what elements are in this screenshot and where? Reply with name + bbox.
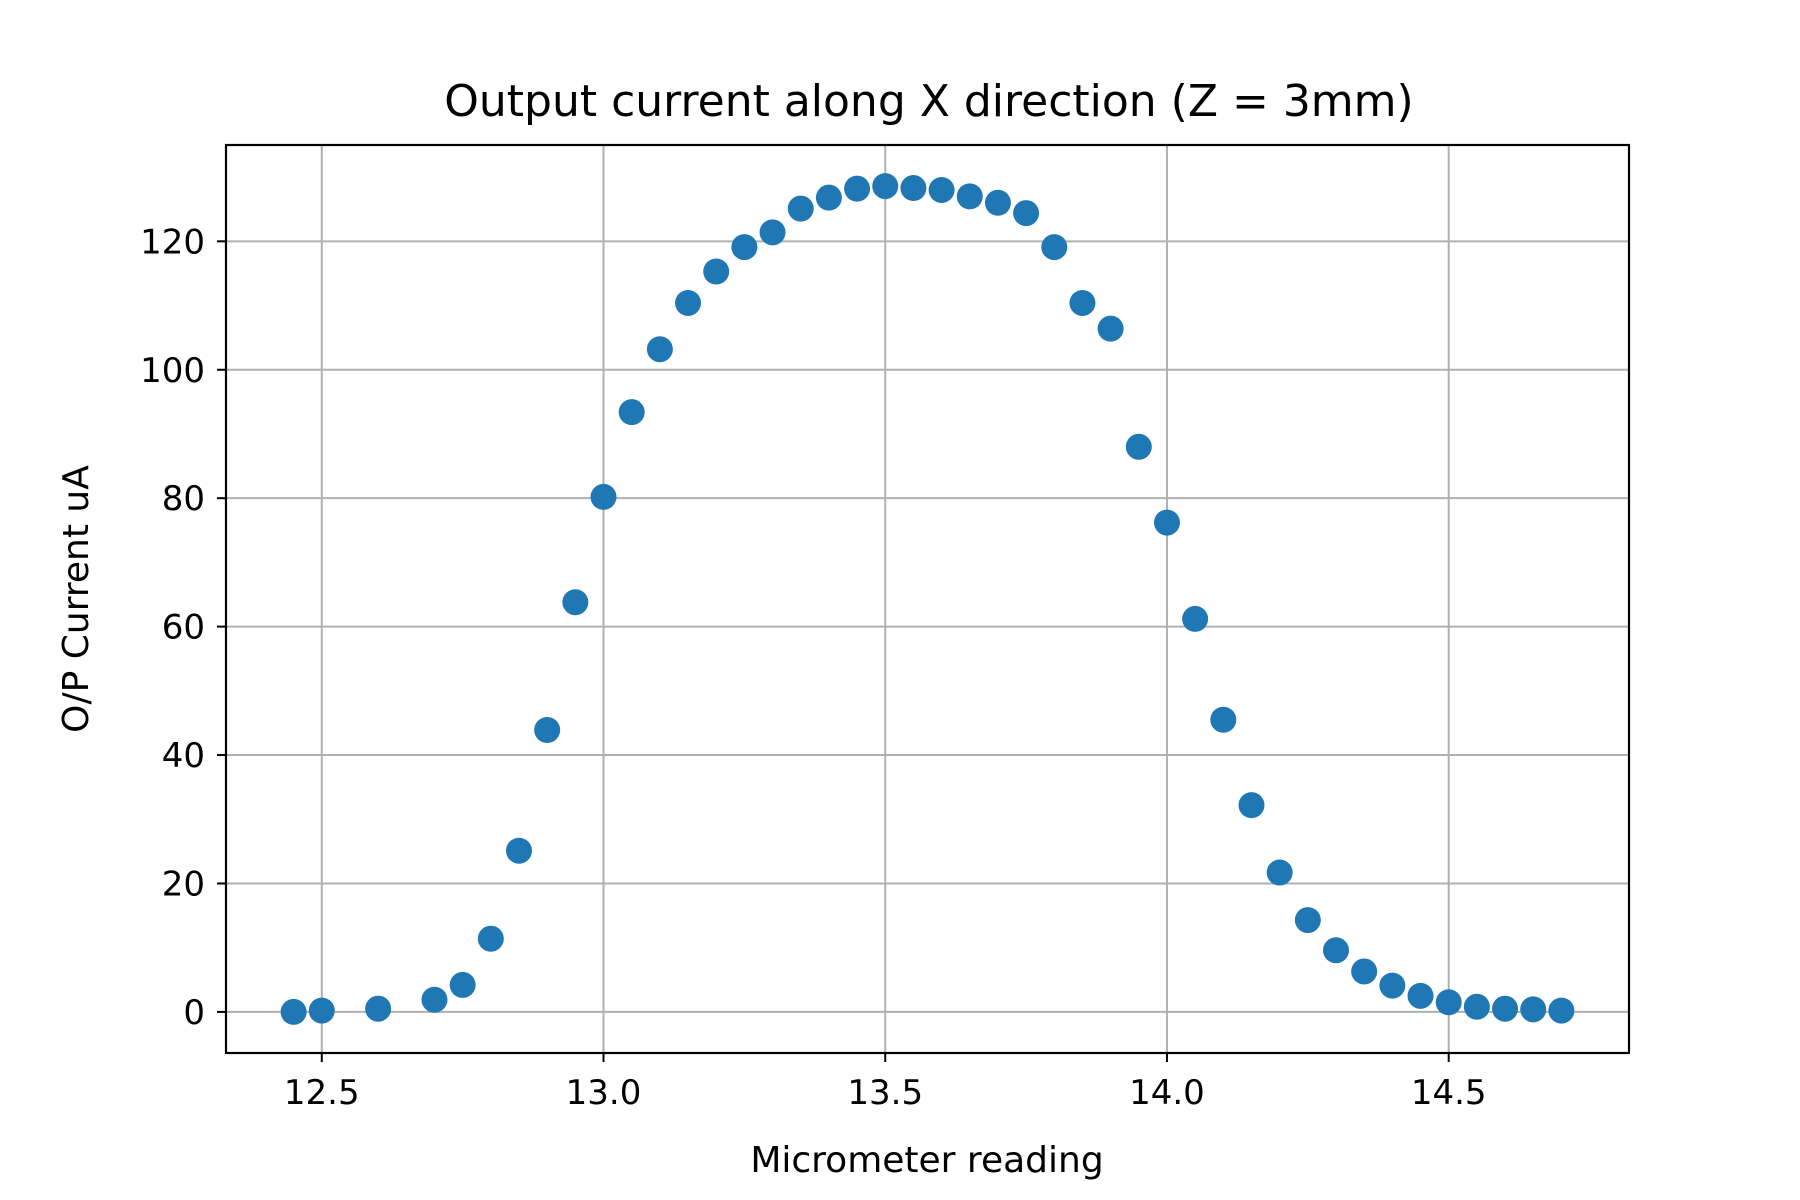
data-point [1153,509,1180,536]
data-point [675,289,702,316]
data-point [1407,982,1434,1009]
data-point [1097,315,1124,342]
data-point [1266,859,1293,886]
data-point [618,399,645,426]
data-point [1520,996,1547,1023]
data-point [1210,706,1237,733]
data-point [646,336,673,363]
data-point [928,176,955,203]
y-axis-label: O/P Current uA [56,465,97,733]
data-point [1351,958,1378,985]
data-point [590,483,617,510]
data-point [1238,792,1265,819]
data-point [1041,234,1068,261]
y-tick-label: 80 [162,479,205,519]
data-point [731,234,758,261]
data-point [477,925,504,952]
data-point [280,998,307,1025]
data-point [449,971,476,998]
data-point [308,997,335,1024]
data-point [1463,993,1490,1020]
data-point [1182,605,1209,632]
y-tick-label: 20 [162,864,205,904]
data-point [984,189,1011,216]
y-tick-label: 0 [183,993,205,1033]
data-point [844,175,871,202]
data-point [365,995,392,1022]
grid-lines [226,145,1629,1053]
data-point [1013,200,1040,227]
data-point [505,837,532,864]
y-tick-label: 100 [140,351,205,391]
data-point [815,184,842,211]
x-axis-label: Micrometer reading [750,1140,1103,1181]
data-point [1548,997,1575,1024]
x-tick-label: 12.5 [284,1073,360,1113]
chart-title: Output current along X direction (Z = 3m… [444,76,1413,127]
data-point [1294,907,1321,934]
y-tick-label: 120 [140,222,205,262]
data-point [1379,972,1406,999]
data-point [872,173,899,200]
data-point [1492,995,1519,1022]
data-point [1435,989,1462,1016]
y-tick-label: 40 [162,736,205,776]
data-point [421,986,448,1013]
x-tick-label: 13.0 [566,1073,642,1113]
data-point [1323,937,1350,964]
data-point [956,183,983,210]
data-points [280,173,1575,1025]
data-point [759,219,786,246]
plot-area-frame [224,143,1631,1055]
y-tick-label: 60 [162,608,205,648]
axis-ticks: 12.5 13.0 13.5 14.0 14.5 0 20 40 60 80 100 120 [140,222,1486,1113]
x-tick-label: 13.5 [847,1073,923,1113]
data-point [787,195,814,222]
x-tick-label: 14.0 [1129,1073,1205,1113]
data-point [1125,433,1152,460]
data-point [1069,289,1096,316]
data-point [703,258,730,285]
data-point [562,589,589,616]
data-point [900,175,927,202]
x-tick-label: 14.5 [1411,1073,1487,1113]
data-point [534,716,561,743]
